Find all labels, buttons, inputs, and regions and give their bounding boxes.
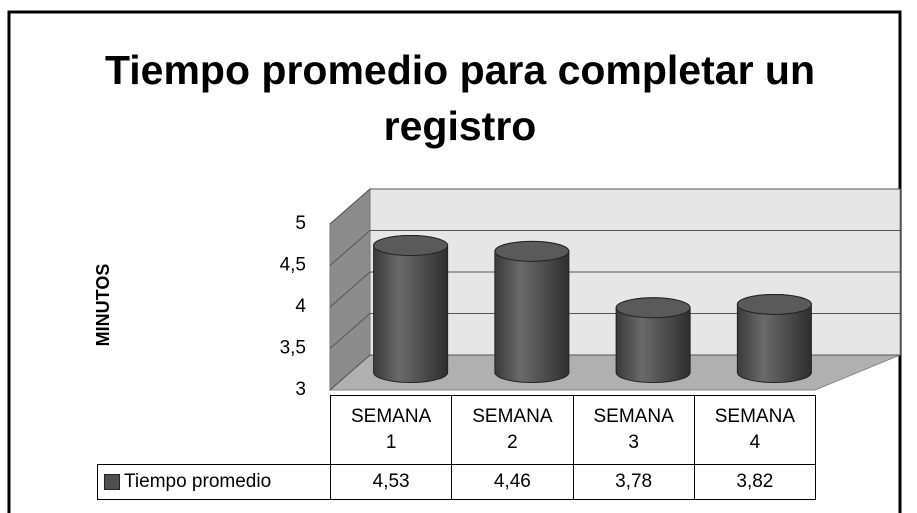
y-tick-label: 4 bbox=[295, 296, 306, 317]
y-axis-label: MINUTOS bbox=[93, 264, 113, 347]
bar bbox=[373, 235, 449, 383]
data-label: 4,53 bbox=[330, 464, 453, 500]
legend-label: Tiempo promedio bbox=[124, 471, 272, 492]
x-tick-label: SEMANA 4 bbox=[693, 395, 816, 465]
legend-swatch bbox=[104, 474, 120, 490]
data-label: 3,82 bbox=[693, 464, 816, 500]
grid-line bbox=[329, 354, 900, 391]
bar-top bbox=[373, 235, 449, 257]
grid-line bbox=[329, 313, 900, 349]
bar bbox=[494, 240, 570, 383]
y-tick-label: 3,5 bbox=[280, 338, 306, 359]
y-tick-label: 4,5 bbox=[280, 255, 306, 276]
grid-line bbox=[329, 188, 900, 225]
grid-line bbox=[329, 230, 900, 266]
legend-entry: Tiempo promedio bbox=[97, 464, 331, 500]
y-tick-label: 3 bbox=[295, 379, 306, 400]
x-tick-label: SEMANA 1 bbox=[330, 395, 453, 465]
grid-line bbox=[329, 271, 900, 308]
x-tick-label: SEMANA 2 bbox=[451, 395, 574, 465]
bar-top bbox=[494, 240, 570, 262]
data-label: 3,78 bbox=[572, 464, 695, 500]
y-tick-label: 5 bbox=[295, 213, 306, 234]
bar-top bbox=[736, 293, 812, 315]
bar-top bbox=[615, 297, 691, 319]
x-tick-label: SEMANA 3 bbox=[572, 395, 695, 465]
chart-title: Tiempo promedio para completar un regist… bbox=[104, 47, 816, 149]
data-label: 4,46 bbox=[451, 464, 574, 500]
